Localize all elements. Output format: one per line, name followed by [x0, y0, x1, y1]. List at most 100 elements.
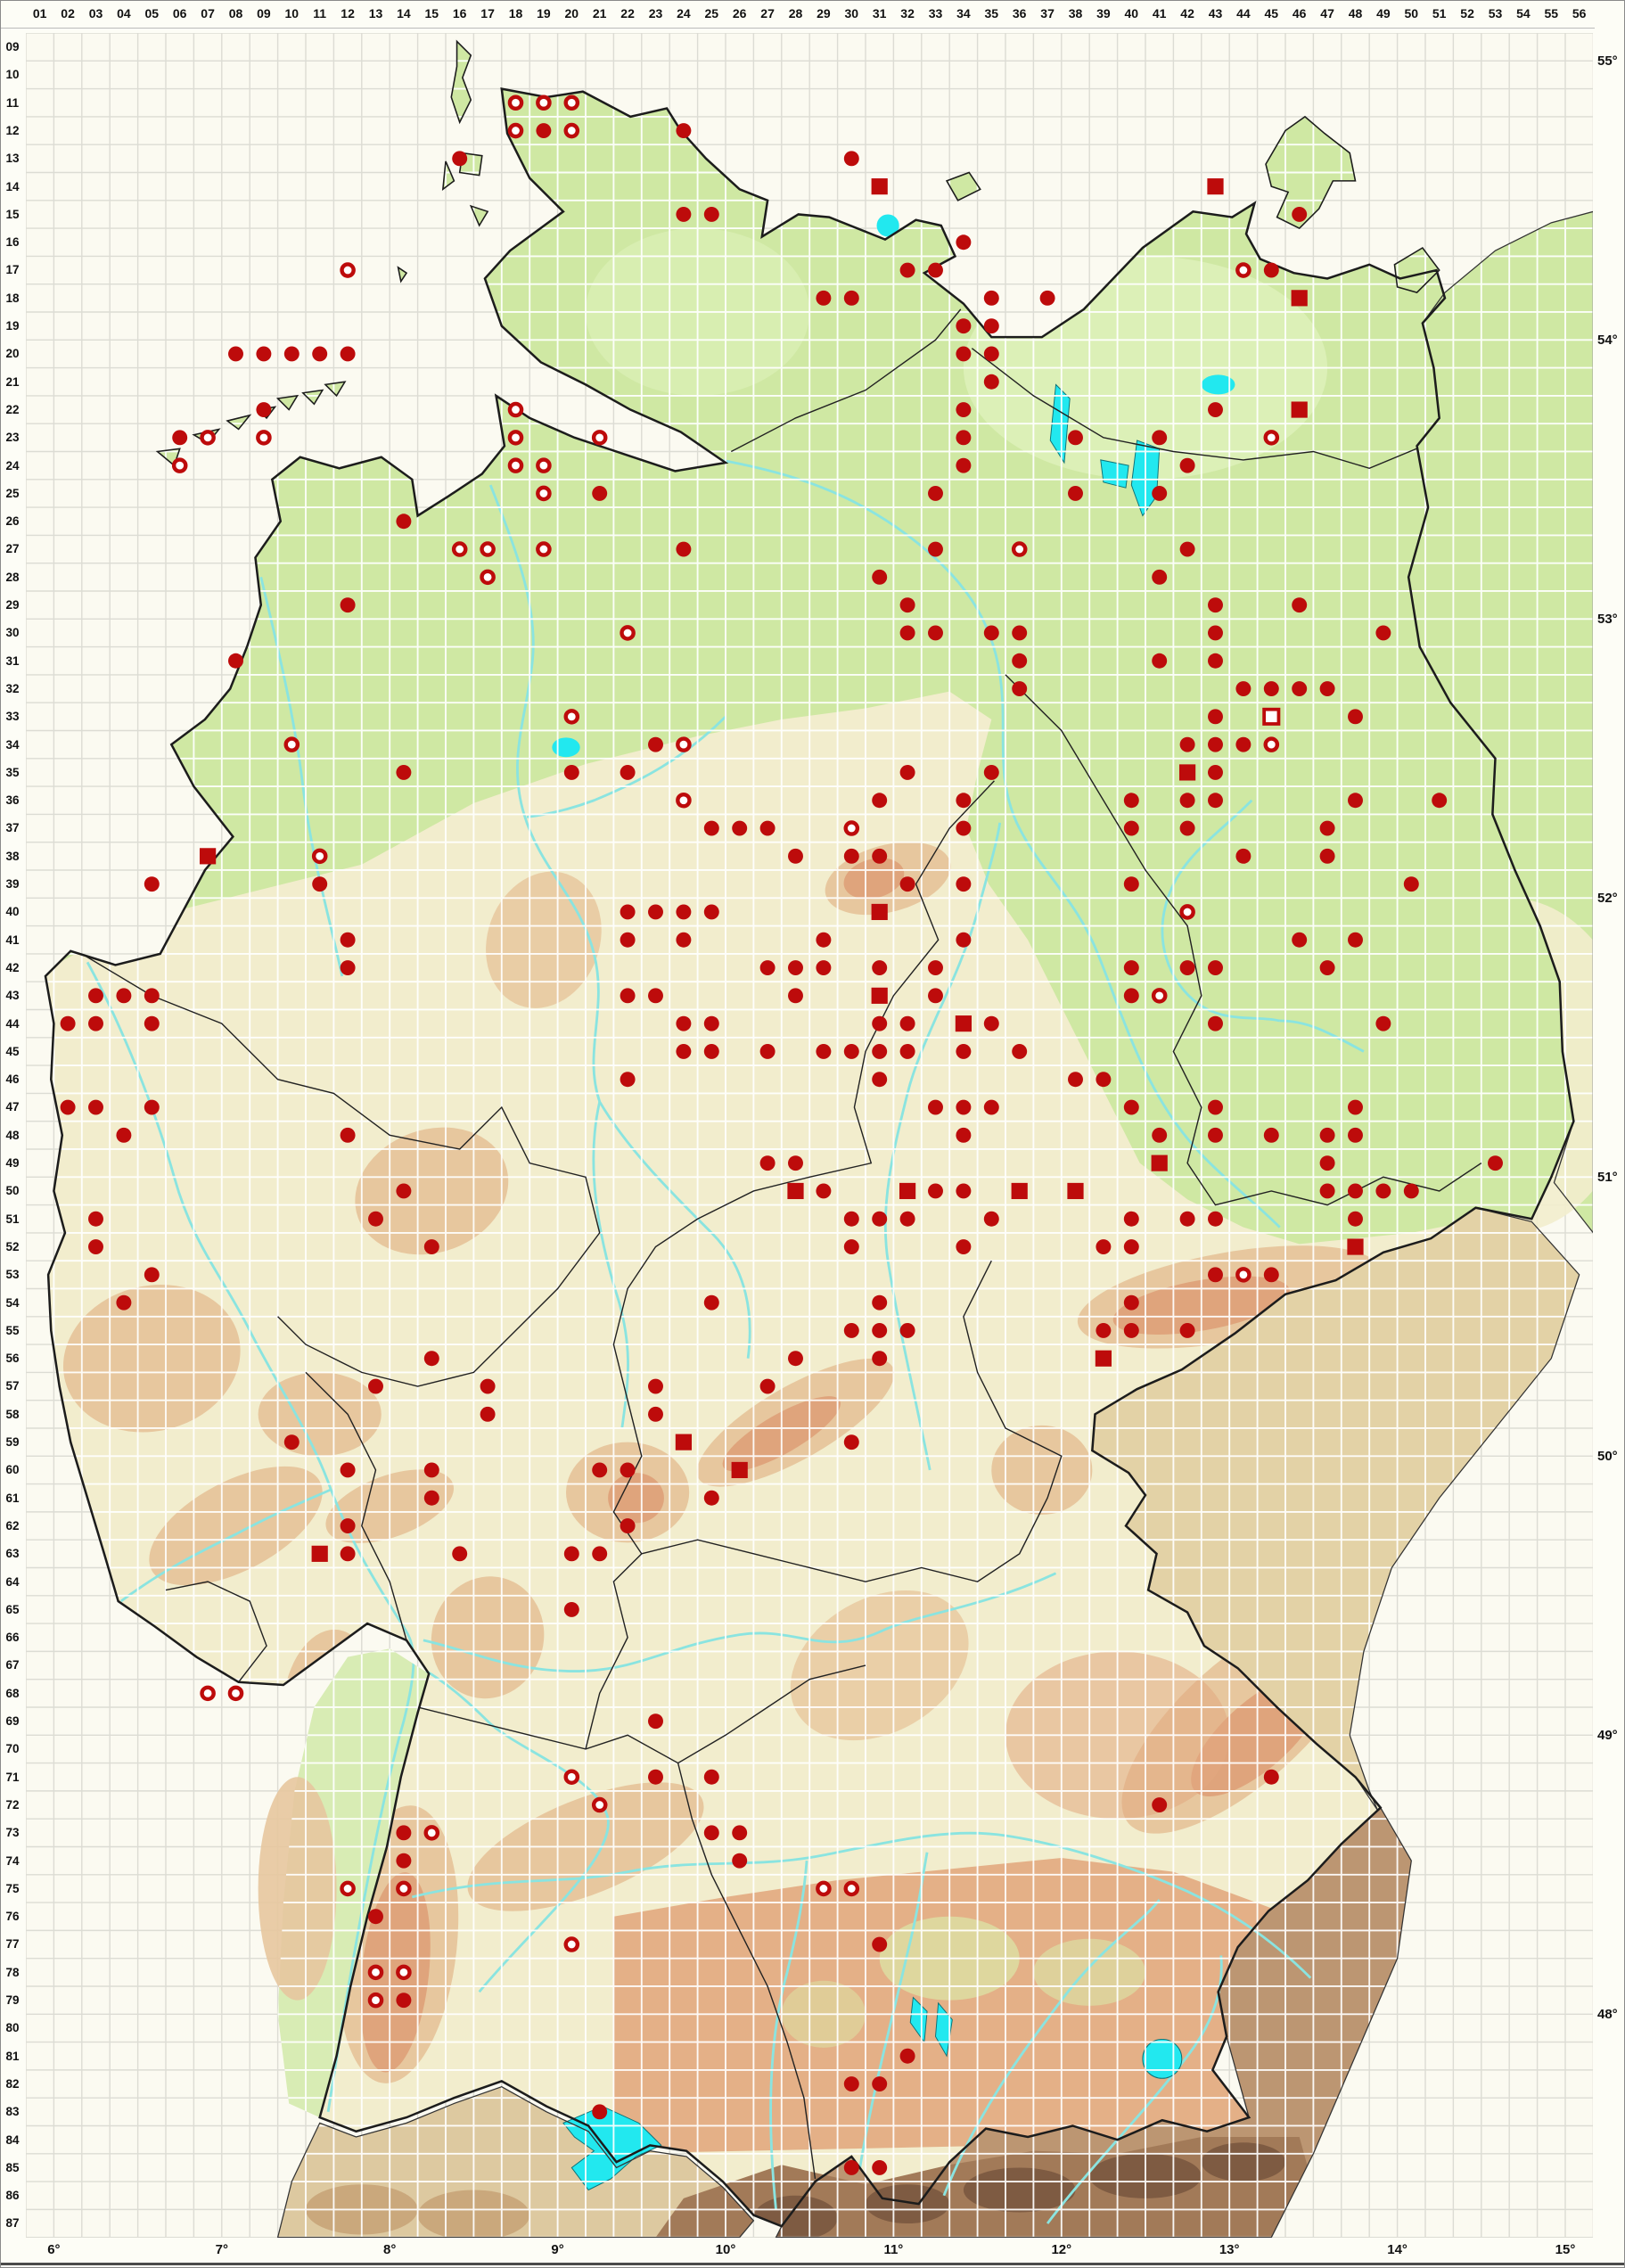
occurrence-dot-filled — [396, 1993, 412, 2009]
lake — [562, 2106, 662, 2191]
occurrence-dot-filled — [1292, 597, 1308, 613]
occurrence-dot-filled — [872, 1015, 888, 1031]
occurrence-dot-filled — [1152, 653, 1168, 669]
row-label-85: 85 — [5, 2160, 20, 2174]
occurrence-dot-open — [451, 541, 468, 557]
occurrence-dot-filled — [1123, 1239, 1139, 1254]
occurrence-dot-filled — [60, 1099, 76, 1115]
col-label-49: 49 — [1376, 6, 1391, 21]
occurrence-dot-open — [591, 430, 608, 446]
occurrence-dot-filled — [983, 346, 999, 362]
occurrence-dot-open — [507, 94, 524, 111]
occurrence-dot-filled — [1012, 625, 1028, 641]
occurrence-dot-filled — [1432, 793, 1448, 809]
col-label-27: 27 — [760, 6, 775, 21]
occurrence-dot-filled — [1348, 1211, 1363, 1227]
row-label-39: 39 — [5, 877, 20, 892]
occurrence-dot-filled — [899, 764, 915, 780]
terrain-shade — [1201, 2142, 1285, 2182]
state-border — [585, 1553, 643, 1750]
occurrence-dot-filled — [1123, 960, 1139, 975]
occurrence-dot-filled — [1319, 820, 1335, 836]
occurrence-dot-filled — [144, 988, 160, 1004]
occurrence-dot-filled — [899, 1211, 915, 1227]
row-label-75: 75 — [5, 1881, 20, 1895]
occurrence-dot-filled — [1263, 681, 1279, 696]
river — [119, 1488, 332, 1603]
col-label-22: 22 — [620, 6, 635, 21]
occurrence-dot-filled — [1123, 1294, 1139, 1311]
occurrence-dot-open — [367, 1964, 384, 1981]
occurrence-dot-filled — [423, 1462, 439, 1478]
occurrence-dot-open — [340, 262, 356, 278]
occurrence-dot-filled — [1208, 764, 1223, 780]
occurrence-dot-filled — [88, 1015, 103, 1031]
row-label-11: 11 — [5, 95, 20, 110]
col-label-46: 46 — [1292, 6, 1307, 21]
occurrence-dot-filled — [312, 876, 328, 892]
occurrence-dot-filled — [228, 346, 243, 362]
occurrence-dot-filled — [396, 514, 412, 530]
occurrence-square-filled — [1291, 401, 1308, 418]
occurrence-dot-filled — [1179, 541, 1195, 557]
row-label-35: 35 — [5, 765, 20, 779]
col-label-02: 02 — [61, 6, 75, 21]
row-label-23: 23 — [5, 431, 20, 445]
occurrence-dot-open — [256, 430, 272, 446]
occurrence-dot-filled — [788, 848, 803, 864]
occurrence-dot-filled — [563, 1546, 579, 1562]
occurrence-dot-filled — [983, 374, 999, 390]
occurrence-dot-filled — [816, 932, 832, 948]
occurrence-dot-open — [563, 94, 580, 111]
row-label-34: 34 — [5, 737, 20, 752]
occurrence-dot-filled — [1208, 1211, 1223, 1227]
occurrence-dot-filled — [1403, 876, 1419, 892]
col-label-23: 23 — [648, 6, 663, 21]
col-label-45: 45 — [1264, 6, 1279, 21]
occurrence-dot-filled — [843, 290, 859, 306]
occurrence-dot-open — [1235, 262, 1252, 278]
row-label-51: 51 — [5, 1212, 20, 1226]
col-label-03: 03 — [88, 6, 103, 21]
occurrence-dot-filled — [956, 402, 972, 417]
col-label-14: 14 — [397, 6, 411, 21]
occurrence-dot-filled — [620, 988, 636, 1004]
occurrence-dot-filled — [956, 1239, 972, 1254]
occurrence-dot-filled — [1375, 1015, 1391, 1031]
occurrence-dot-filled — [1179, 960, 1195, 975]
occurrence-dot-filled — [1123, 820, 1139, 836]
row-label-84: 84 — [5, 2132, 20, 2147]
occurrence-dot-filled — [1319, 681, 1335, 696]
occurrence-dot-filled — [788, 1155, 803, 1171]
row-label-61: 61 — [5, 1491, 20, 1505]
occurrence-dot-filled — [1263, 262, 1279, 278]
occurrence-dot-filled — [368, 1909, 383, 1925]
col-label-25: 25 — [704, 6, 719, 21]
river — [425, 1670, 610, 1993]
occurrence-dot-filled — [676, 123, 692, 139]
occurrence-dot-filled — [872, 848, 888, 864]
row-label-28: 28 — [5, 570, 20, 584]
occurrence-dot-filled — [648, 1406, 663, 1422]
terrain-shade — [790, 1590, 969, 1741]
occurrence-dot-filled — [1096, 1322, 1112, 1338]
col-label-06: 06 — [172, 6, 187, 21]
occurrence-dot-filled — [1208, 653, 1223, 669]
occurrence-dot-filled — [1235, 848, 1252, 864]
occurrence-dot-filled — [283, 346, 300, 362]
row-label-79: 79 — [5, 1993, 20, 2008]
occurrence-dot-open — [536, 541, 552, 557]
occurrence-dot-filled — [592, 1462, 608, 1478]
occurrence-dot-filled — [703, 1043, 719, 1059]
row-label-33: 33 — [5, 710, 20, 724]
occurrence-dot-filled — [592, 1546, 608, 1562]
occurrence-dot-filled — [620, 932, 636, 948]
col-label-30: 30 — [844, 6, 859, 21]
occurrence-dot-filled — [1208, 1099, 1223, 1115]
occurrence-dot-filled — [340, 960, 356, 975]
occurrence-dot-filled — [648, 736, 663, 752]
col-label-37: 37 — [1040, 6, 1055, 21]
occurrence-dot-open — [283, 736, 300, 752]
col-label-05: 05 — [144, 6, 160, 21]
occurrence-square-filled — [1067, 1182, 1084, 1200]
